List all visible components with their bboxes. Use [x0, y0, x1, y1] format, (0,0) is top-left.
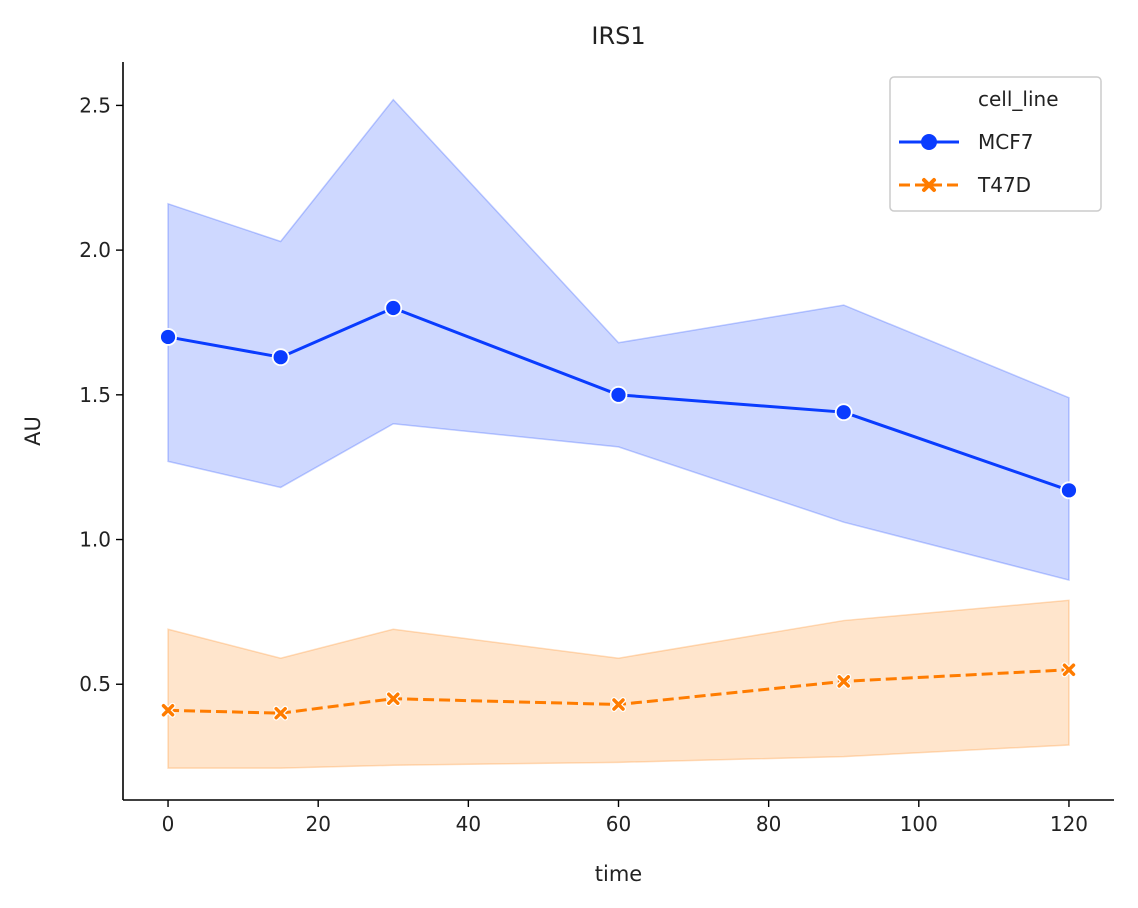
point-t47d [160, 702, 176, 718]
series-lines [167, 306, 1070, 715]
legend: cell_line MCF7 T47D [889, 76, 1102, 212]
y-tick-label: 0.5 [79, 672, 111, 696]
y-axis-ticks: 0.5 1.0 1.5 2.0 2.5 [79, 93, 123, 696]
y-tick-label: 1.0 [79, 528, 111, 552]
point-t47d [611, 696, 626, 712]
x-tick-label: 0 [162, 812, 175, 836]
legend-label-t47d: T47D [977, 173, 1031, 197]
band-mcf7 [167, 98, 1070, 582]
legend-entries: MCF7 T47D [899, 130, 1033, 197]
point-mcf7 [271, 348, 290, 367]
series-markers [159, 299, 1078, 721]
y-tick-label: 2.5 [79, 93, 111, 117]
chart-title: IRS1 [591, 22, 645, 50]
point-t47d [273, 705, 289, 721]
y-tick-label: 2.0 [79, 238, 111, 262]
x-tick-label: 100 [900, 812, 938, 836]
y-axis-label: AU [21, 416, 45, 446]
point-t47d [385, 691, 401, 707]
line-t47d [168, 668, 1070, 715]
x-tick-label: 120 [1050, 812, 1088, 836]
band-t47d [167, 599, 1070, 769]
point-mcf7 [1060, 481, 1078, 500]
point-t47d [836, 673, 852, 689]
x-tick-label: 20 [305, 812, 330, 836]
x-tick-label: 80 [756, 812, 781, 836]
legend-label-mcf7: MCF7 [978, 130, 1033, 154]
point-mcf7 [159, 328, 177, 346]
confidence-bands [167, 98, 1070, 769]
x-tick-label: 40 [456, 812, 481, 836]
x-axis-ticks: 0 20 40 60 80 100 120 [162, 800, 1088, 836]
point-mcf7 [609, 385, 628, 404]
legend-box [889, 76, 1102, 212]
point-t47d [1061, 662, 1077, 678]
line-mcf7 [167, 306, 1070, 492]
y-tick-label: 1.5 [79, 383, 111, 407]
legend-marker-mcf7 [921, 134, 937, 150]
legend-marker-t47d [922, 178, 936, 192]
x-tick-label: 60 [606, 812, 631, 836]
point-mcf7 [834, 403, 853, 422]
x-axis-label: time [595, 862, 642, 886]
point-mcf7 [384, 299, 403, 317]
legend-title: cell_line [978, 87, 1059, 111]
